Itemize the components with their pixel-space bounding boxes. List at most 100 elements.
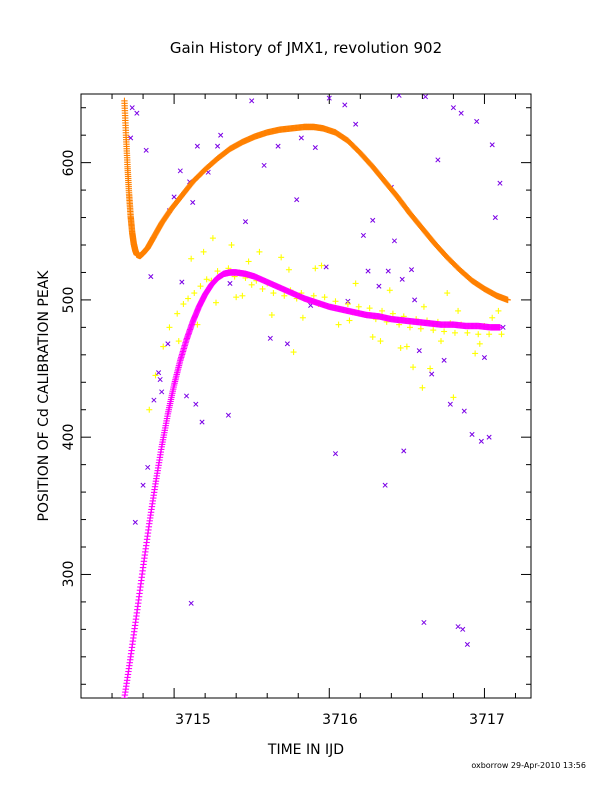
x-axis-label: TIME IN IJD	[267, 742, 344, 758]
scatter-point-x	[382, 482, 388, 488]
scatter-point-plus	[355, 303, 362, 310]
scatter-point-x	[365, 268, 371, 274]
chart-title: Gain History of JMX1, revolution 902	[170, 39, 442, 57]
scatter-point-plus	[450, 394, 457, 401]
curve-point-3	[496, 324, 504, 331]
plot-frame	[80, 93, 532, 699]
y-tick-labels: 300 400 500 600	[61, 150, 77, 588]
scatter-point-plus	[389, 310, 396, 317]
scatter-point-x	[435, 157, 441, 163]
scatter-point-x	[218, 132, 224, 138]
footer-credit: oxborrow 29-Apr-2010 13:56	[471, 761, 586, 770]
scatter-point-x	[190, 199, 196, 205]
y-tick-label-600: 600	[61, 150, 77, 177]
scatter-point-plus	[281, 292, 288, 299]
scatter-point-x	[370, 217, 376, 223]
scatter-point-x	[275, 143, 281, 149]
scatter-point-x	[464, 641, 470, 648]
scatter-point-x	[399, 276, 405, 282]
scatter-point-plus	[174, 310, 181, 317]
scatter-point-plus	[160, 343, 167, 350]
scatter-point-x	[332, 451, 339, 457]
scatter-point-x	[179, 279, 185, 285]
scatter-point-x	[342, 102, 348, 108]
scatter-point-x	[159, 389, 165, 395]
scatter-point-x	[183, 393, 190, 399]
scatter-point-x	[242, 219, 249, 225]
scatter-point-x	[429, 371, 435, 377]
scatter-point-x	[492, 214, 498, 221]
scatter-point-plus	[256, 248, 263, 255]
scatter-point-plus	[285, 266, 292, 273]
scatter-point-plus	[427, 365, 434, 372]
scatter-point-x	[326, 95, 332, 101]
scatter-point-plus	[430, 327, 437, 334]
scatter-point-x	[458, 110, 464, 116]
scatter-point-plus	[214, 268, 221, 275]
scatter-point-plus	[498, 331, 505, 338]
scatter-point-x	[157, 376, 163, 383]
scatter-point-x	[401, 448, 407, 454]
y-tick-label-500: 500	[61, 287, 77, 314]
scatter-point-x	[294, 197, 300, 203]
scatter-point-plus	[406, 324, 413, 331]
curve-point-2	[504, 296, 511, 304]
scatter-point-x	[134, 110, 140, 116]
scatter-point-plus	[420, 303, 427, 310]
scatter-point-x	[199, 419, 205, 425]
scatter-point-plus	[335, 321, 342, 328]
scatter-point-plus	[270, 290, 277, 297]
scatter-point-x	[151, 397, 157, 403]
scatter-point-plus	[489, 314, 496, 321]
scatter-point-plus	[486, 331, 493, 338]
scatter-point-plus	[366, 305, 373, 312]
y-tick-label-400: 400	[61, 424, 77, 451]
scatter-point-x	[249, 98, 255, 104]
scatter-point-x	[194, 143, 200, 149]
scatter-point-x	[385, 268, 391, 274]
scatter-point-x	[450, 105, 456, 111]
scatter-point-plus	[438, 338, 444, 345]
scatter-point-plus	[476, 340, 483, 347]
scatter-point-plus	[312, 265, 319, 272]
scatter-point-plus	[194, 321, 201, 328]
y-tick-label-300: 300	[61, 561, 77, 588]
scatter-point-plus	[180, 301, 187, 308]
scatter-point-x	[129, 105, 135, 111]
scatter-point-x	[469, 431, 475, 437]
scatter-point-x	[455, 624, 461, 630]
scatter-point-plus	[455, 307, 462, 314]
scatter-point-x	[225, 412, 231, 418]
scatter-point-plus	[175, 338, 182, 345]
scatter-point-x	[171, 194, 177, 200]
scatter-point-plus	[248, 281, 255, 288]
scatter-point-x	[416, 348, 422, 354]
scatter-point-x	[132, 519, 138, 525]
scatter-point-plus	[209, 235, 216, 242]
scatter-point-plus	[475, 331, 482, 338]
scatter-point-x	[193, 401, 199, 407]
axis-ticks	[80, 94, 531, 698]
scatter-point-x	[188, 600, 194, 606]
scatter-point-plus	[379, 307, 386, 314]
scatter-point-plus	[472, 350, 479, 357]
scatter-point-x	[323, 264, 329, 270]
scatter-point-plus	[245, 258, 252, 265]
scatter-point-x	[489, 142, 495, 148]
scatter-point-x	[447, 401, 453, 407]
scatter-point-plus	[352, 280, 359, 287]
scatter-point-plus	[403, 343, 410, 350]
x-tick-label-3717: 3717	[469, 712, 505, 728]
scatter-point-plus	[397, 344, 404, 351]
scatter-point-x	[376, 283, 382, 289]
scatter-point-x	[214, 143, 221, 149]
scatter-point-plus	[185, 295, 192, 302]
scatter-point-x	[441, 357, 447, 363]
scatter-point-plus	[213, 299, 219, 306]
x-tick-label-3716: 3716	[322, 712, 358, 728]
scatter-point-x	[474, 118, 480, 125]
plot-area	[80, 93, 532, 699]
scatter-point-plus	[299, 314, 306, 321]
scatter-point-plus	[188, 255, 195, 262]
